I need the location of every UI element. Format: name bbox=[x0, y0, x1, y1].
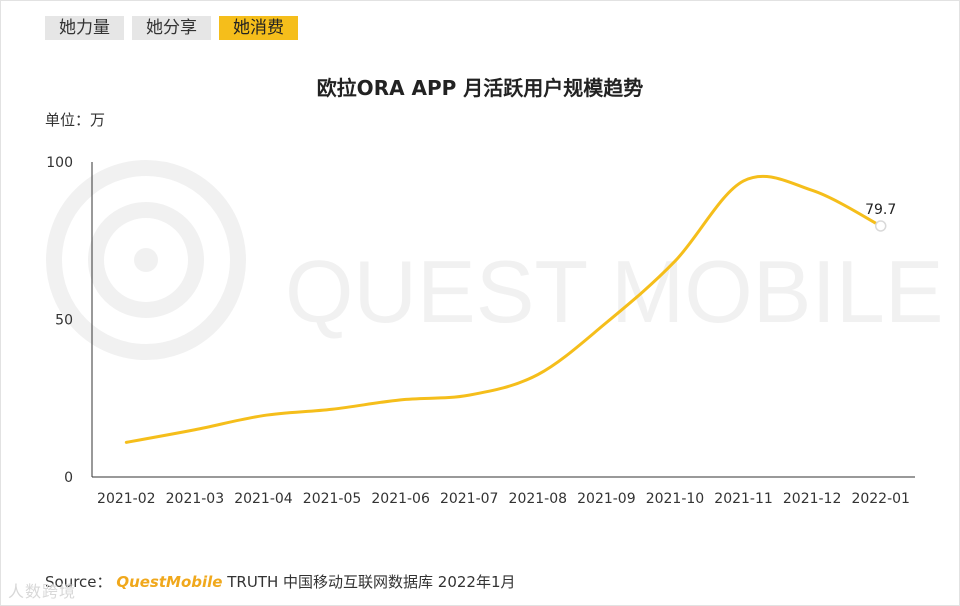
y-tick-label: 50 bbox=[55, 313, 73, 329]
source-rest: TRUTH 中国移动互联网数据库 2022年1月 bbox=[227, 573, 516, 591]
series-line bbox=[124, 174, 883, 444]
x-tick-label: 2021-04 bbox=[234, 491, 293, 507]
end-point-marker bbox=[874, 220, 887, 232]
tab-her-power[interactable]: 她力量 bbox=[45, 16, 124, 40]
corner-watermark: 人数跨境 bbox=[8, 582, 77, 601]
x-tick-label: 2022-01 bbox=[851, 491, 910, 507]
x-tick-label: 2021-03 bbox=[166, 491, 225, 507]
source-note: Source： QuestMobile TRUTH 中国移动互联网数据库 202… bbox=[45, 571, 516, 592]
unit-label: 单位：万 bbox=[45, 111, 106, 129]
x-tick-label: 2021-10 bbox=[646, 491, 705, 507]
chart-title: 欧拉ORA APP 月活跃用户规模趋势 bbox=[316, 76, 644, 100]
tab-her-share[interactable]: 她分享 bbox=[132, 16, 211, 40]
y-tick-label: 0 bbox=[64, 470, 73, 486]
x-tick-label: 2021-06 bbox=[371, 491, 430, 507]
x-tick-label: 2021-12 bbox=[783, 491, 842, 507]
x-tick-label: 2021-11 bbox=[714, 491, 773, 507]
tab-bar: 她力量 她分享 她消费 bbox=[45, 16, 298, 40]
x-tick-label: 2021-09 bbox=[577, 491, 636, 507]
source-brand: QuestMobile bbox=[116, 573, 223, 591]
x-tick-label: 2021-02 bbox=[97, 491, 156, 507]
source-prefix: Source： bbox=[45, 573, 112, 591]
y-tick-label: 100 bbox=[46, 155, 73, 171]
watermark-text: QUEST MOBILE bbox=[285, 242, 944, 341]
x-tick-label: 2021-07 bbox=[440, 491, 499, 507]
data-label: 79.7 bbox=[865, 202, 896, 218]
tab-her-consume[interactable]: 她消费 bbox=[219, 16, 298, 40]
x-tick-label: 2021-08 bbox=[509, 491, 568, 507]
watermark-logo-icon bbox=[46, 160, 246, 360]
x-tick-label: 2021-05 bbox=[303, 491, 362, 507]
